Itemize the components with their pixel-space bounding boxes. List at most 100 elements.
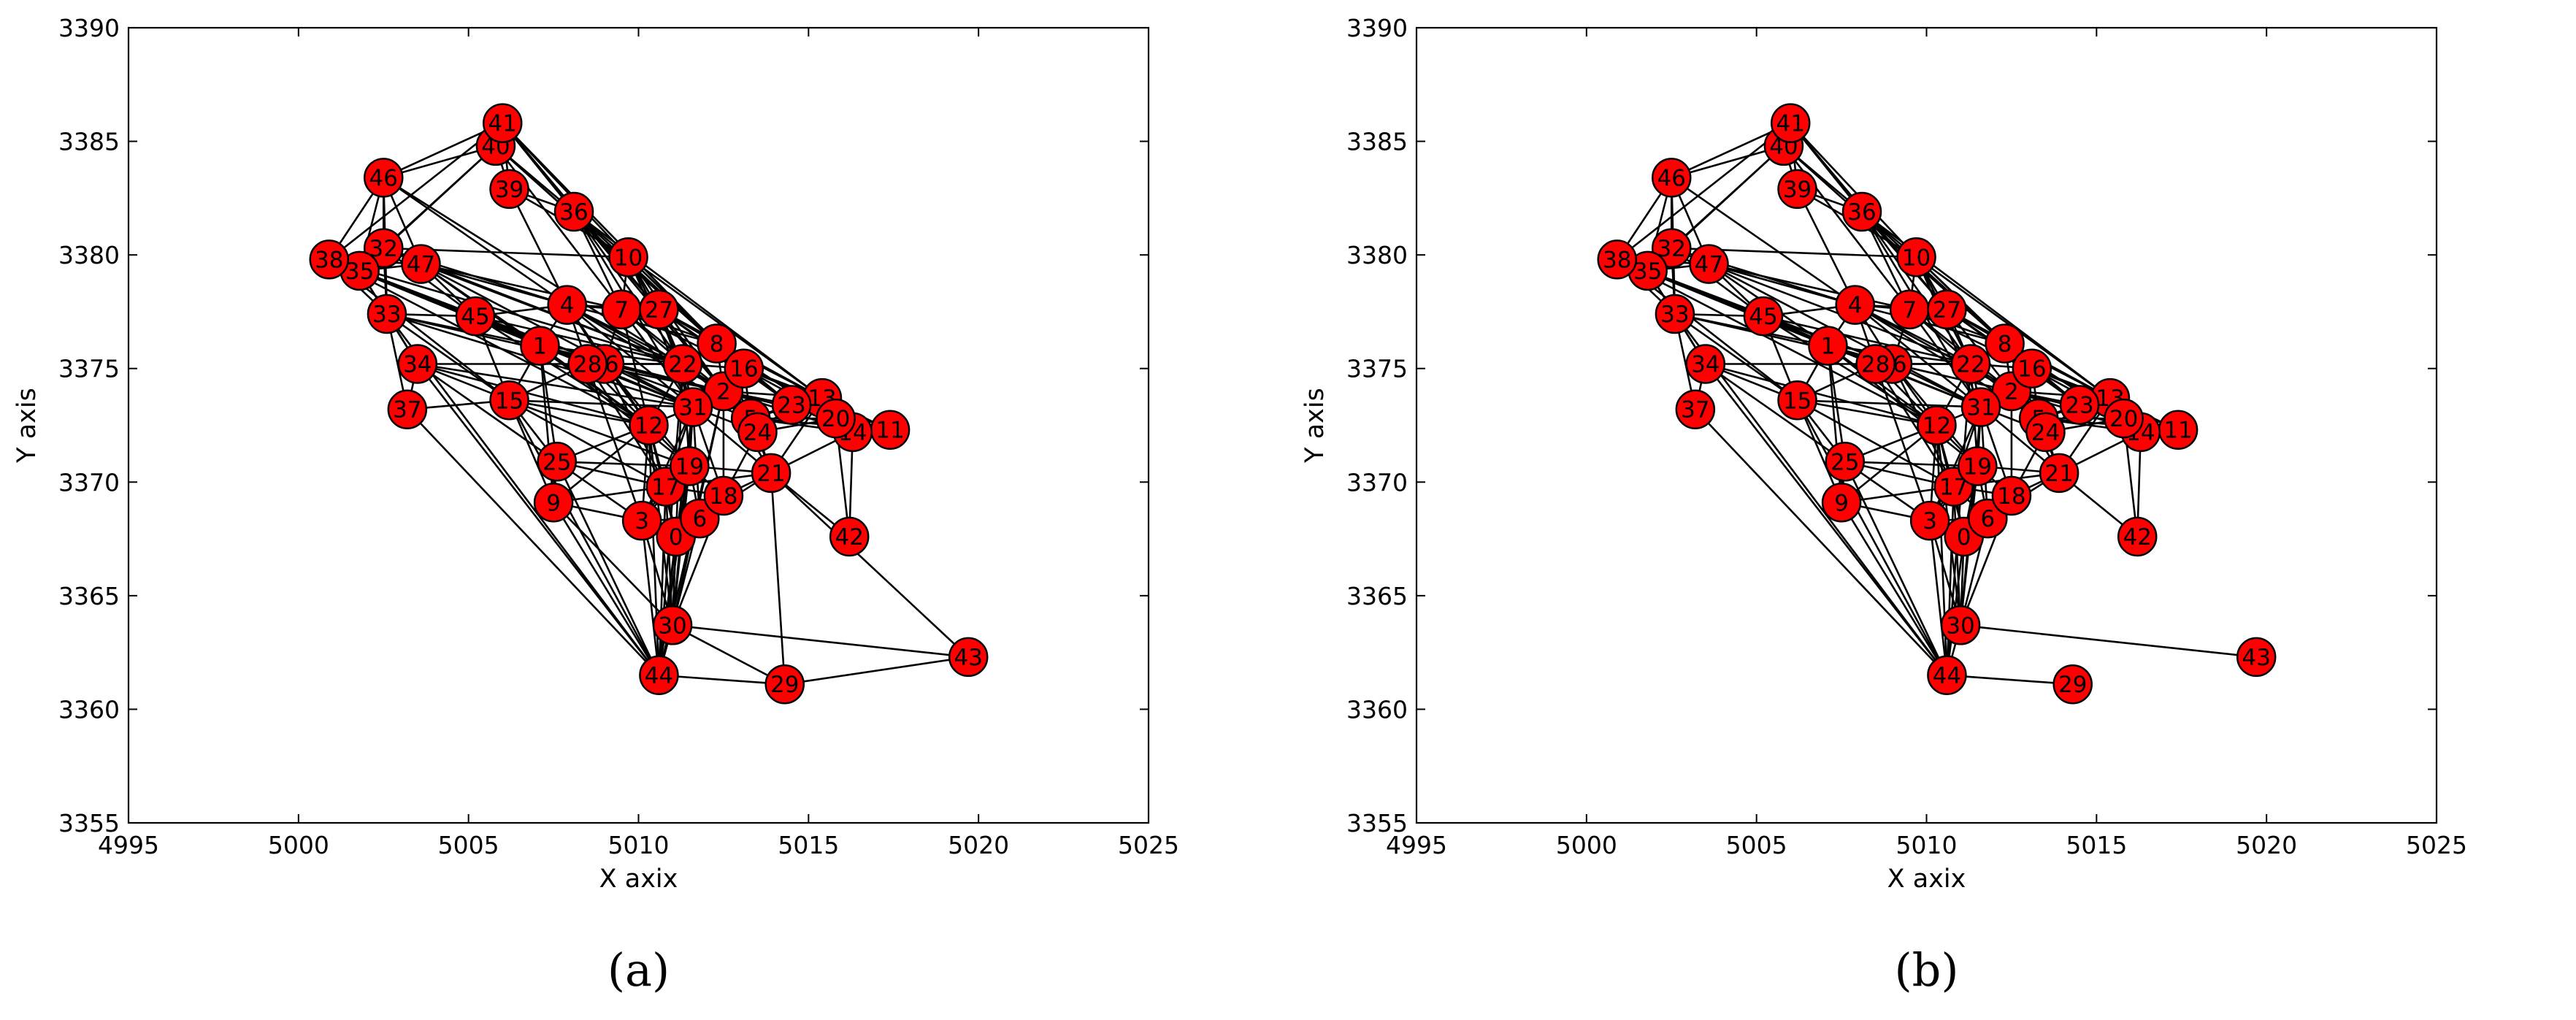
node-marker [1770,103,1811,143]
node-label: 16 [2017,356,2046,383]
node-label: 46 [369,165,398,191]
node-marker [672,387,713,427]
graph-edge [1694,408,1948,676]
node-marker [1808,326,1848,366]
node-marker [639,655,679,696]
graph-edge [1796,399,1948,676]
node-label: 41 [488,111,517,137]
graph-edge [329,258,650,426]
node-label: 4 [560,293,575,319]
graph-edge [509,399,690,467]
node-marker [829,516,870,557]
graph-node-47: 47 [401,244,441,284]
graph-panel-b: 0123456789101112131415161718192021222324… [1288,0,2576,1020]
node-marker [1597,239,1637,280]
node-label: 16 [729,356,758,383]
node-marker [2104,398,2144,439]
node-label: 19 [675,454,704,480]
node-marker [1917,405,1957,445]
node-marker [1685,344,1726,384]
graph-edge [1928,521,1948,675]
node-label: 23 [2065,392,2093,418]
node-label: 1 [533,334,548,360]
node-label: 21 [756,461,785,487]
graph-edge [1763,315,1938,426]
node-marker [1927,655,1967,696]
graph-node-4: 4 [547,285,587,325]
graph-node-30: 30 [652,605,693,645]
node-label: 27 [645,297,673,323]
y-tick-label: 3375 [58,355,120,383]
graph-edge [502,122,718,345]
node-label: 24 [2031,420,2060,446]
node-marker [489,169,529,210]
y-tick-label: 3370 [1346,468,1408,496]
y-tick-label: 3365 [58,582,120,610]
graph-node-34: 34 [397,344,438,384]
node-marker [1991,475,2032,516]
node-label: 37 [393,397,421,423]
graph-node-9: 9 [1821,483,1862,523]
node-label: 31 [1966,395,1995,421]
graph-edge [1671,177,1856,306]
graph-edge [509,399,649,426]
graph-node-18: 18 [1991,475,2032,516]
node-marker [816,398,856,439]
node-marker [1841,191,1882,232]
node-label: 3 [635,508,649,534]
graph-edge [1709,263,1910,311]
graph-edge [784,656,969,686]
node-label: 31 [678,395,707,421]
graph-node-22: 22 [662,344,703,384]
node-label: 47 [407,252,435,278]
x-tick-label: 5015 [2066,831,2127,859]
node-label: 22 [668,351,697,377]
graph-node-35: 35 [340,250,380,291]
node-marker [639,289,679,330]
graph-edge [1840,502,1948,676]
graph-node-30: 30 [1940,605,1981,645]
graph-node-25: 25 [1825,442,1865,482]
y-tick-label: 3390 [1346,14,1408,42]
graph-panel-a: 0123456789101112131415161718192021222324… [12,14,1179,997]
x-tick-label: 5025 [2406,831,2467,859]
node-label: 28 [1861,351,1890,377]
node-label: 43 [2242,645,2270,671]
node-label: 19 [1963,454,1992,480]
node-label: 8 [1998,331,2012,357]
graph-edge [421,263,568,306]
graph-node-38: 38 [309,239,349,280]
graph-edge [539,345,691,467]
node-label: 12 [1923,413,1951,440]
y-tick-label: 3360 [58,695,120,724]
node-label: 15 [1783,388,1812,414]
figure-caption-b: (b) [1894,943,1958,997]
node-marker [1777,380,1817,421]
node-label: 0 [669,524,683,551]
graph-node-15: 15 [1777,380,1817,421]
node-label: 8 [710,331,724,357]
node-label: 41 [1776,111,1805,137]
graph-edge [586,364,643,521]
graph-node-24: 24 [737,412,778,453]
graph-edge [1763,315,1971,365]
node-marker [2039,453,2079,494]
node-marker [1896,237,1936,277]
graph-edge [1874,364,1931,521]
graph-edge [640,521,660,675]
node-marker [1940,605,1981,645]
graph-edge [1960,624,2257,659]
node-label: 10 [614,245,643,271]
node-marker [482,103,523,143]
graph-node-3: 3 [621,500,662,541]
graph-node-21: 21 [2039,453,2079,494]
graph-node-8: 8 [1985,323,2025,364]
node-marker [1652,158,1692,198]
graph-edge [328,122,504,261]
graph-edge [1709,263,1856,306]
graph-edge [417,363,649,426]
x-tick-label: 5005 [1726,831,1787,859]
y-tick-label: 3385 [58,128,120,156]
graph-edge [475,315,683,365]
graph-edge [508,399,660,676]
